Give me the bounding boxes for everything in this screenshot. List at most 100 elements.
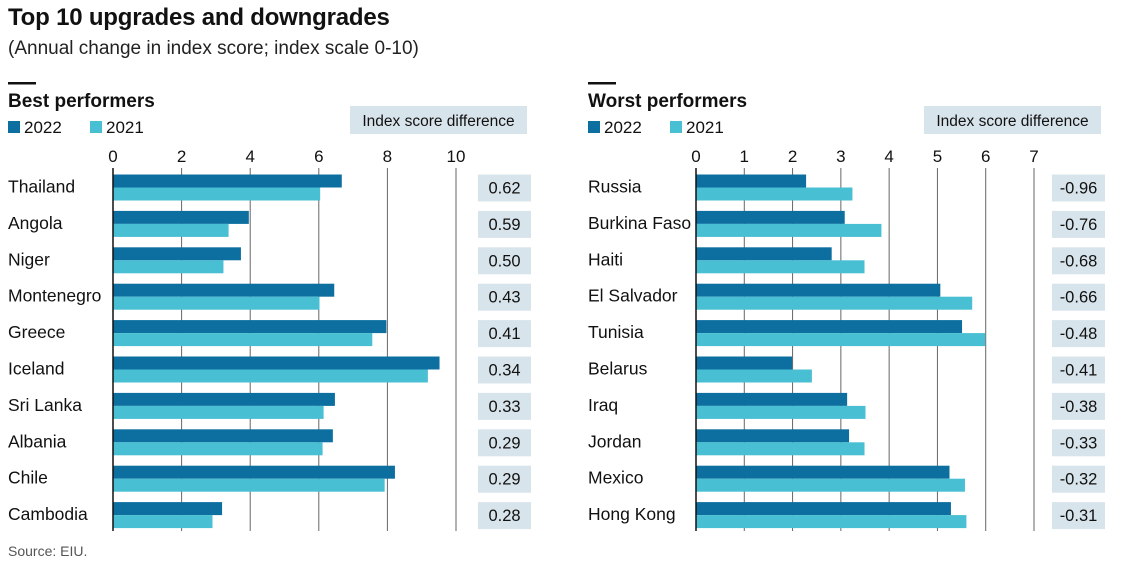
diff-value: -0.66	[1060, 289, 1098, 307]
tick-label: 2	[177, 147, 186, 166]
bar-2021	[113, 260, 224, 274]
category-label: Mexico	[588, 468, 643, 488]
tick-label: 8	[383, 147, 392, 166]
category-label: Chile	[8, 468, 48, 488]
bar-2022	[113, 502, 223, 516]
bar-2022	[113, 247, 241, 261]
legend-swatch-2021	[670, 121, 682, 133]
diff-box	[1052, 465, 1105, 493]
bar-2021	[696, 333, 986, 347]
diff-header-label: Index score difference	[936, 113, 1088, 130]
category-label: Haiti	[588, 249, 623, 269]
category-label: Greece	[8, 322, 65, 342]
diff-value: 0.34	[488, 362, 520, 380]
diff-box	[1052, 320, 1105, 348]
bar-2021	[696, 405, 866, 419]
bar-2022	[113, 429, 333, 443]
diff-value: -0.31	[1060, 507, 1098, 525]
bar-2022	[113, 210, 249, 224]
bar-2022	[696, 210, 845, 224]
diff-box	[478, 429, 531, 457]
bar-2022	[696, 356, 793, 370]
bar-2022	[696, 465, 950, 479]
diff-header-label: Index score difference	[362, 113, 514, 130]
legend-swatch-2022	[588, 121, 600, 133]
category-label: Russia	[588, 177, 642, 197]
bar-2021	[696, 296, 973, 310]
legend-swatch-2021	[90, 121, 102, 133]
chart-title: Top 10 upgrades and downgrades	[8, 4, 390, 31]
bar-2022	[113, 320, 387, 334]
category-label: El Salvador	[588, 286, 678, 306]
diff-box	[1052, 174, 1105, 202]
category-label: Iceland	[8, 359, 64, 379]
chart-subtitle: (Annual change in index score; index sca…	[8, 38, 419, 59]
diff-value: 0.62	[488, 180, 520, 198]
bar-2021	[113, 478, 385, 492]
diff-value: -0.38	[1060, 398, 1098, 416]
bar-2021	[696, 478, 965, 492]
bar-2021	[696, 442, 865, 456]
legend-label-2021: 2021	[106, 118, 144, 137]
diff-value: 0.29	[488, 471, 520, 489]
bar-2021	[696, 187, 853, 201]
diff-value: 0.43	[488, 289, 520, 307]
bar-2022	[696, 174, 807, 188]
bar-2022	[113, 392, 335, 406]
bar-2022	[113, 356, 440, 370]
tick-label: 0	[691, 147, 700, 166]
category-label: Tunisia	[588, 322, 644, 342]
tick-label: 4	[245, 147, 254, 166]
diff-box	[478, 210, 531, 238]
bar-2021	[696, 260, 865, 274]
bar-2021	[113, 223, 229, 237]
category-label: Jordan	[588, 431, 642, 451]
tick-label: 3	[836, 147, 845, 166]
bar-2022	[696, 429, 850, 443]
bar-2021	[696, 515, 967, 529]
tick-label: 6	[981, 147, 990, 166]
bar-2021	[113, 296, 320, 310]
bar-2021	[113, 515, 213, 529]
diff-box	[478, 283, 531, 311]
diff-value: 0.29	[488, 434, 520, 452]
bar-2021	[696, 223, 882, 237]
category-label: Thailand	[8, 177, 75, 197]
tick-label: 7	[1029, 147, 1038, 166]
tick-label: 0	[108, 147, 117, 166]
diff-value: -0.41	[1060, 362, 1098, 380]
diff-value: 0.28	[488, 507, 520, 525]
tick-label: 10	[447, 147, 466, 166]
bar-2022	[113, 283, 335, 297]
diff-box	[1052, 283, 1105, 311]
category-label: Niger	[8, 249, 50, 269]
bar-2021	[113, 442, 323, 456]
diff-box	[478, 465, 531, 493]
diff-box	[478, 320, 531, 348]
bar-2022	[113, 465, 395, 479]
bar-2021	[696, 369, 812, 383]
diff-value: 0.33	[488, 398, 520, 416]
category-label: Belarus	[588, 359, 648, 379]
source-note: Source: EIU.	[8, 543, 88, 559]
diff-box	[1052, 502, 1105, 530]
category-label: Angola	[8, 213, 63, 233]
bar-2022	[696, 283, 941, 297]
legend-label-2022: 2022	[24, 118, 62, 137]
diff-box	[1052, 247, 1105, 275]
diff-box	[478, 356, 531, 384]
panel-rule	[588, 82, 616, 85]
bar-2021	[113, 369, 428, 383]
diff-box	[478, 174, 531, 202]
diff-value: 0.41	[488, 325, 520, 343]
legend-label-2021: 2021	[686, 118, 724, 137]
diff-value: -0.96	[1060, 180, 1098, 198]
tick-label: 4	[884, 147, 893, 166]
tick-label: 6	[314, 147, 323, 166]
diff-value: 0.59	[488, 216, 520, 234]
category-label: Cambodia	[8, 504, 88, 524]
bar-2022	[696, 320, 963, 334]
category-label: Sri Lanka	[8, 395, 82, 415]
legend-label-2022: 2022	[604, 118, 642, 137]
